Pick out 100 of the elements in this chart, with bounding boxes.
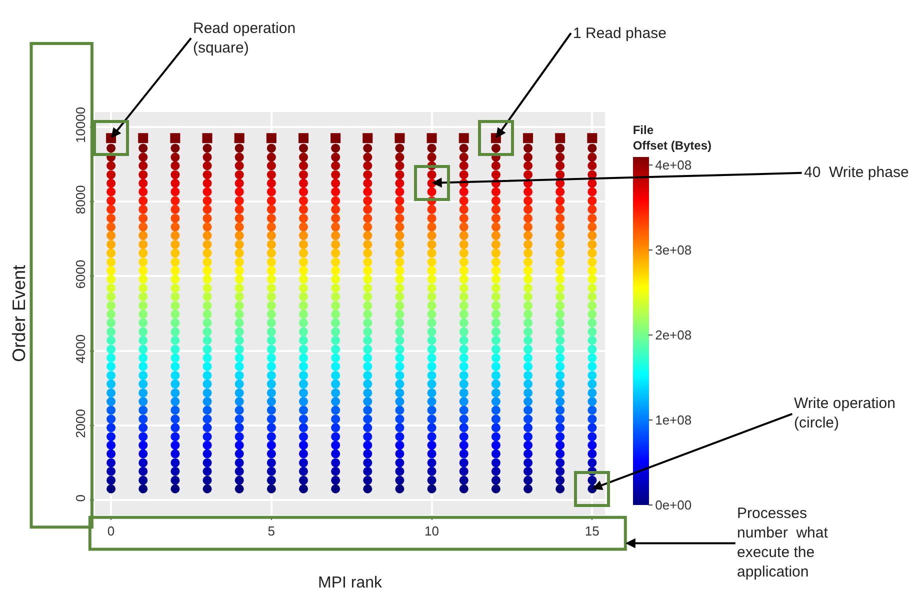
point bbox=[363, 344, 372, 354]
point bbox=[138, 187, 148, 196]
point bbox=[138, 380, 148, 389]
point bbox=[556, 301, 565, 310]
point bbox=[331, 362, 340, 371]
point bbox=[202, 336, 212, 345]
point bbox=[588, 327, 597, 336]
point bbox=[234, 248, 244, 258]
point bbox=[524, 170, 533, 180]
point bbox=[363, 353, 372, 362]
point bbox=[556, 432, 565, 442]
point bbox=[395, 161, 404, 170]
point bbox=[363, 292, 372, 302]
point bbox=[363, 327, 372, 336]
point bbox=[298, 144, 308, 153]
point bbox=[395, 344, 404, 354]
point bbox=[588, 432, 597, 442]
point bbox=[556, 476, 565, 485]
point bbox=[524, 292, 533, 302]
point bbox=[459, 380, 468, 389]
point bbox=[491, 187, 500, 196]
point bbox=[427, 266, 436, 276]
point bbox=[395, 327, 404, 336]
point bbox=[363, 196, 372, 206]
point bbox=[556, 144, 565, 153]
point bbox=[298, 178, 308, 188]
point bbox=[395, 353, 404, 362]
point bbox=[459, 344, 468, 354]
point bbox=[298, 248, 308, 258]
point bbox=[588, 196, 597, 206]
point bbox=[234, 222, 244, 232]
point bbox=[427, 292, 436, 302]
point bbox=[459, 248, 468, 258]
point bbox=[202, 458, 212, 468]
point bbox=[138, 152, 148, 162]
color-bar-label: 3e+08 bbox=[655, 242, 692, 258]
point bbox=[556, 466, 565, 476]
point bbox=[234, 274, 244, 284]
point bbox=[266, 133, 276, 144]
point bbox=[138, 133, 148, 144]
point bbox=[427, 152, 436, 162]
point bbox=[266, 344, 276, 354]
point bbox=[170, 362, 180, 371]
point bbox=[331, 406, 340, 415]
point bbox=[138, 144, 148, 153]
point bbox=[266, 284, 276, 293]
point bbox=[395, 414, 404, 424]
point bbox=[524, 370, 533, 380]
point bbox=[138, 353, 148, 362]
point bbox=[298, 362, 308, 371]
point bbox=[202, 214, 212, 223]
point bbox=[524, 466, 533, 476]
point bbox=[588, 318, 597, 328]
point bbox=[138, 214, 148, 223]
point bbox=[234, 440, 244, 450]
point bbox=[138, 449, 148, 458]
point bbox=[298, 318, 308, 328]
point bbox=[395, 144, 404, 153]
point bbox=[170, 388, 180, 398]
point bbox=[170, 178, 180, 188]
point bbox=[266, 214, 276, 223]
point bbox=[331, 204, 340, 214]
point bbox=[427, 214, 436, 223]
point bbox=[331, 380, 340, 389]
point bbox=[170, 144, 180, 153]
point bbox=[170, 370, 180, 380]
point bbox=[524, 214, 533, 223]
point bbox=[331, 301, 340, 310]
point bbox=[266, 292, 276, 302]
point bbox=[331, 458, 340, 468]
point bbox=[106, 178, 116, 188]
point bbox=[234, 336, 244, 345]
point bbox=[459, 458, 468, 468]
point bbox=[363, 476, 372, 485]
point bbox=[555, 133, 566, 144]
point bbox=[138, 240, 148, 249]
point bbox=[266, 440, 276, 450]
point bbox=[363, 310, 372, 319]
point bbox=[202, 406, 212, 415]
point bbox=[202, 284, 212, 293]
point bbox=[459, 152, 468, 162]
point bbox=[394, 133, 405, 144]
point bbox=[298, 449, 308, 458]
point bbox=[588, 248, 597, 258]
point bbox=[106, 222, 116, 232]
point bbox=[170, 423, 180, 432]
point bbox=[202, 248, 212, 258]
point bbox=[106, 476, 116, 485]
point bbox=[363, 231, 372, 240]
point bbox=[266, 432, 276, 442]
point bbox=[459, 353, 468, 362]
point bbox=[170, 231, 180, 240]
point bbox=[459, 370, 468, 380]
point bbox=[138, 397, 148, 406]
point bbox=[202, 204, 212, 214]
point bbox=[266, 423, 276, 432]
point bbox=[202, 178, 212, 188]
point bbox=[234, 449, 244, 458]
color-bar-label: 0e+00 bbox=[655, 498, 692, 513]
point bbox=[588, 178, 597, 188]
